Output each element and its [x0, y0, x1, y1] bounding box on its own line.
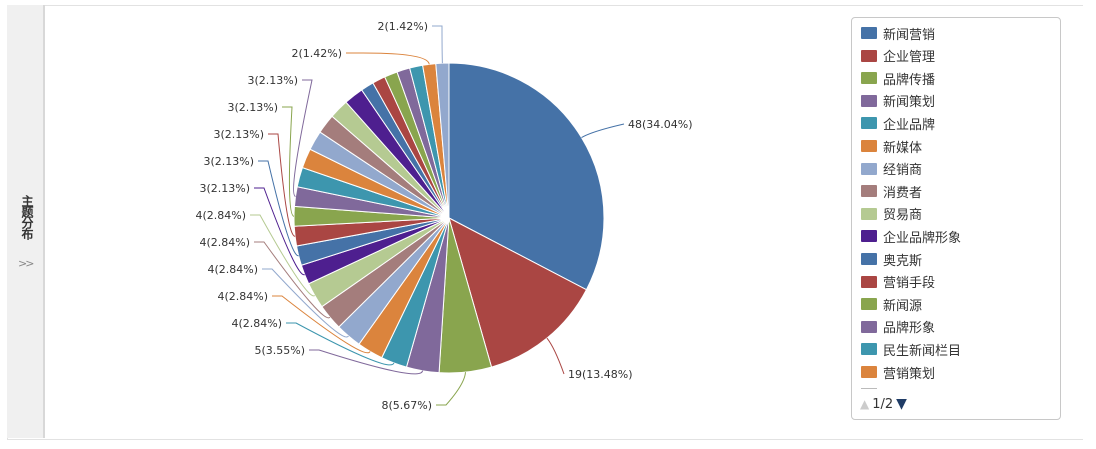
- legend-item[interactable]: 企业品牌形象: [861, 228, 962, 246]
- slice-data-label: 4(2.84%): [217, 290, 268, 303]
- slice-data-label: 3(2.13%): [247, 74, 298, 87]
- slice-data-label: 3(2.13%): [213, 128, 264, 141]
- legend-swatch: [861, 230, 877, 243]
- slice-connector: [309, 349, 424, 375]
- slice-data-label: 2(1.42%): [291, 47, 342, 60]
- legend-swatch: [861, 207, 877, 220]
- legend-pager: ▲ 1/2 ▼: [860, 396, 907, 412]
- pie-slice[interactable]: [448, 62, 605, 291]
- legend-item[interactable]: 企业管理: [861, 48, 936, 66]
- slice-connector: [581, 123, 625, 139]
- legend-label: 企业管理: [883, 50, 936, 66]
- legend-label: 贸易商: [883, 208, 923, 224]
- slice-data-label: 4(2.84%): [207, 263, 258, 276]
- legend-item[interactable]: 新闻营销: [861, 25, 936, 43]
- legend-label: 企业品牌形象: [883, 230, 962, 246]
- legend-label: 经销商: [883, 163, 923, 179]
- sidebar-tab[interactable]: 主题分布 >>: [7, 5, 45, 438]
- legend-swatch: [861, 49, 877, 62]
- pager-up-icon[interactable]: ▲: [860, 397, 870, 411]
- legend-label: 新闻源: [883, 298, 923, 314]
- legend-swatch: [861, 94, 877, 107]
- legend-item[interactable]: 企业品牌: [861, 115, 936, 133]
- slice-connector: [346, 52, 430, 65]
- legend-item[interactable]: 品牌形象: [861, 319, 936, 337]
- slice-connector: [250, 214, 316, 297]
- legend-label: 品牌传播: [883, 72, 936, 88]
- legend-item[interactable]: 奥克斯: [861, 251, 923, 269]
- legend-label: 品牌形象: [883, 321, 936, 337]
- slice-connector: [436, 372, 466, 406]
- legend-item[interactable]: 新闻源: [861, 296, 923, 314]
- slice-data-label: 3(2.13%): [199, 182, 250, 195]
- slice-data-label: 48(34.04%): [628, 118, 693, 131]
- slice-connector: [272, 295, 371, 354]
- legend-label: 企业品牌: [883, 117, 936, 133]
- legend-swatch: [861, 275, 877, 288]
- slice-data-label: 4(2.84%): [199, 236, 250, 249]
- legend-item[interactable]: 营销手段: [861, 274, 936, 292]
- legend-item[interactable]: 民生新闻栏目: [861, 341, 962, 359]
- slice-data-label: 8(5.67%): [381, 399, 432, 412]
- slice-data-label: 5(3.55%): [254, 344, 305, 357]
- slice-connector: [254, 241, 331, 319]
- slice-connector: [254, 187, 305, 276]
- slice-connector: [432, 25, 443, 64]
- slice-connector: [286, 322, 395, 366]
- legend-swatch: [861, 27, 877, 39]
- legend-label: 消费者: [883, 185, 923, 201]
- slice-connector: [282, 106, 295, 217]
- legend-label: 新闻营销: [883, 27, 936, 43]
- legend-label: 营销手段: [883, 276, 936, 292]
- pie-slice[interactable]: [435, 62, 450, 219]
- legend-swatch: [861, 162, 877, 175]
- chart-legend: 新闻营销企业管理品牌传播新闻策划企业品牌新媒体经销商消费者贸易商企业品牌形象 奥克…: [851, 17, 1061, 420]
- slice-connector: [262, 268, 349, 338]
- legend-item[interactable]: 消费者: [861, 183, 923, 201]
- slice-data-label: 3(2.13%): [203, 155, 254, 168]
- pie-slice[interactable]: [448, 217, 588, 368]
- slice-connector: [546, 337, 565, 375]
- legend-swatch: [861, 298, 877, 311]
- slice-connector: [268, 133, 296, 237]
- legend-swatch: [861, 366, 877, 378]
- legend-swatch: [861, 117, 877, 130]
- legend-item[interactable]: 经销商: [861, 161, 923, 179]
- legend-item[interactable]: 品牌传播: [861, 70, 936, 88]
- legend-item-partial: [861, 388, 877, 393]
- legend-swatch: [861, 343, 877, 356]
- legend-item[interactable]: 新闻策划: [861, 93, 936, 111]
- legend-page-number: 1/2: [872, 396, 894, 412]
- legend-swatch: [861, 185, 877, 198]
- slice-data-label: 4(2.84%): [231, 317, 282, 330]
- legend-label: 营销策划: [883, 366, 936, 382]
- slice-data-label: 3(2.13%): [227, 101, 278, 114]
- legend-label: 民生新闻栏目: [883, 343, 962, 359]
- legend-swatch: [861, 320, 877, 333]
- sidebar-title: 主题分布: [20, 195, 34, 239]
- slice-connector: [293, 79, 313, 197]
- legend-label: 新闻策划: [883, 95, 936, 111]
- slice-data-label: 19(13.48%): [568, 368, 633, 381]
- slice-connector: [258, 160, 299, 257]
- legend-label: 奥克斯: [883, 253, 923, 269]
- pager-down-icon[interactable]: ▼: [896, 396, 907, 412]
- slice-data-label: 2(1.42%): [377, 20, 428, 33]
- legend-swatch: [861, 253, 877, 265]
- legend-swatch: [861, 140, 877, 152]
- slice-data-label: 4(2.84%): [195, 209, 246, 222]
- legend-item[interactable]: 新媒体: [861, 138, 923, 156]
- legend-label: 新媒体: [883, 140, 923, 156]
- expand-icon[interactable]: >>: [18, 257, 35, 270]
- legend-item[interactable]: 贸易商: [861, 206, 923, 224]
- legend-item[interactable]: 营销策划: [861, 364, 936, 382]
- legend-swatch: [861, 72, 877, 85]
